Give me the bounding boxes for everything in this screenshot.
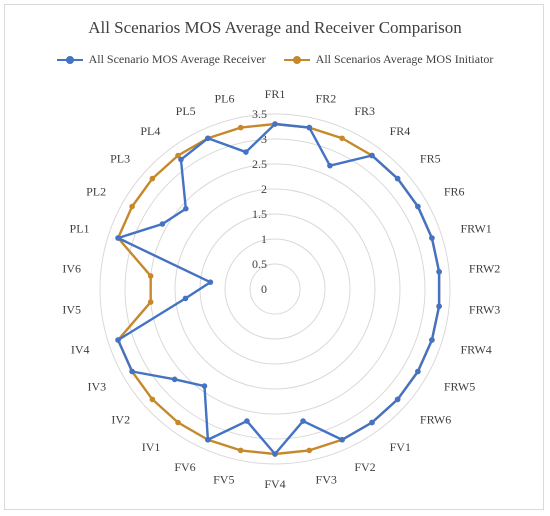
grid-ring [249,263,301,315]
data-point-receiver [429,337,435,343]
category-label: FR4 [390,124,411,138]
data-point-initiator [237,124,244,131]
grid-ring [99,113,451,465]
data-point-receiver [205,135,211,142]
category-label: PL5 [176,104,196,118]
data-point-initiator [149,175,156,182]
radial-tick-label: 1 [261,232,267,246]
chart-title: All Scenarios MOS Average and Receiver C… [88,18,462,37]
data-point-initiator [339,135,345,142]
data-point-receiver [436,268,442,275]
category-label: FRW5 [444,380,475,394]
radial-tick-label: 2.5 [252,157,267,171]
category-label: FV3 [316,473,337,487]
data-point-receiver [115,337,121,343]
radial-tick-label: 0 [261,282,267,296]
data-point-receiver [205,436,211,443]
radial-tick-label: 0.5 [252,257,267,271]
data-point-receiver [159,221,166,227]
data-point-receiver [415,203,421,210]
category-label: PL3 [110,152,130,166]
grid-ring [224,238,326,340]
legend-swatch-receiver [56,55,83,64]
radial-tick-label: 3 [261,132,267,146]
category-label: PL4 [140,124,160,138]
data-point-receiver [394,396,401,403]
data-point-initiator [129,203,135,210]
data-point-receiver [436,303,442,310]
data-point-receiver [272,451,278,457]
legend-label-receiver: All Scenario MOS Average Receiver [88,52,266,66]
grid-ring [174,188,376,390]
data-point-initiator [175,419,181,426]
data-point-receiver [327,162,333,169]
category-label: PL1 [70,222,90,236]
legend: All Scenario MOS Average Receiver All Sc… [0,52,550,67]
grid-ring [199,213,351,365]
data-point-initiator [149,396,156,403]
data-point-receiver [178,156,184,163]
grid-ring [124,138,426,440]
data-point-receiver [415,368,421,375]
radial-tick-label: 2 [261,182,267,196]
category-label: FRW4 [460,342,491,356]
data-point-receiver [182,295,189,302]
category-label: IV3 [87,380,106,394]
category-label: IV4 [71,342,90,356]
radial-tick-label: 1.5 [252,207,267,221]
legend-label-initiator: All Scenarios Average MOS Initiator [315,52,494,66]
data-point-receiver [183,205,189,212]
legend-item-initiator: All Scenarios Average MOS Initiator [283,52,494,67]
data-point-initiator [306,447,313,454]
data-point-receiver [207,279,214,286]
category-label: FV5 [213,473,234,487]
category-label: IV2 [111,412,130,426]
series-line-receiver [116,122,441,456]
data-point-initiator [147,299,154,305]
data-point-initiator [237,447,244,454]
data-point-receiver [306,124,313,131]
grid-ring [149,163,401,415]
category-label: IV5 [62,302,81,316]
category-label: FR6 [444,185,465,199]
category-label: FRW3 [469,302,500,316]
category-label: FR3 [354,104,375,118]
category-label: FV4 [264,477,285,491]
category-label: IV1 [142,440,161,454]
legend-swatch-initiator [283,55,310,64]
data-point-receiver [129,368,135,375]
radial-tick-label: 3.5 [252,107,267,121]
chart-frame [4,4,544,510]
category-label: FV6 [174,460,195,474]
data-point-receiver [115,235,121,241]
data-point-receiver [272,121,278,127]
data-point-receiver [339,436,345,443]
data-point-receiver [171,376,178,383]
data-point-receiver [300,418,306,424]
category-label: IV6 [62,262,81,276]
category-label: FV1 [390,440,411,454]
data-point-receiver [369,419,375,426]
category-label: PL6 [214,91,234,105]
category-label: FR2 [316,91,337,105]
data-point-initiator [147,273,154,279]
category-label: FRW1 [460,222,491,236]
data-point-receiver [201,383,208,389]
data-point-receiver [369,152,375,159]
data-point-initiator [175,152,181,159]
data-point-receiver [429,235,435,241]
category-label: FV2 [354,460,375,474]
data-point-receiver [394,175,401,182]
category-label: FR1 [265,87,286,101]
category-label: FR5 [420,152,441,166]
category-label: FRW6 [420,412,451,426]
category-label: PL2 [86,185,106,199]
data-point-receiver [243,149,249,155]
legend-item-receiver: All Scenario MOS Average Receiver [56,52,266,67]
data-point-receiver [244,418,250,424]
category-label: FRW2 [469,262,500,276]
